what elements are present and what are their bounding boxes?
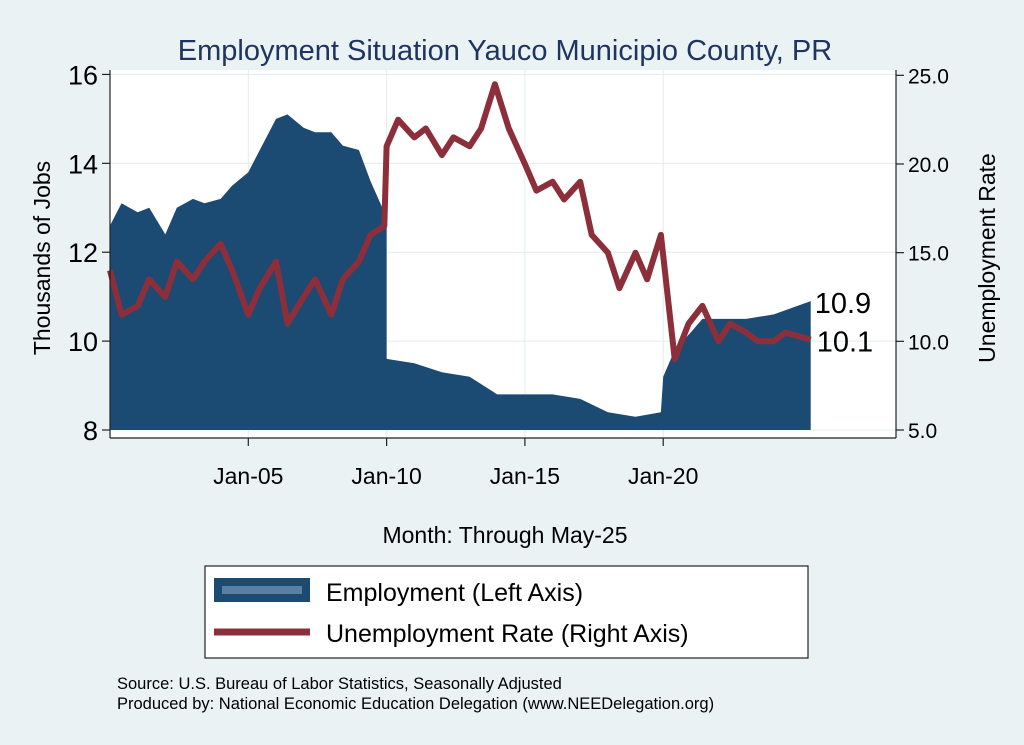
axes: 8 10 12 14 16 5.0 10.0 15.0 20.0 25.0 Jan-05 Jan-10… <box>68 60 949 489</box>
y-right-tick-label: 15.0 <box>908 243 949 266</box>
x-tick-label: Jan-15 <box>490 463 560 489</box>
y-right-label: Unemployment Rate <box>974 153 1000 363</box>
unemployment-line <box>107 81 812 363</box>
y-left-tick-label: 10 <box>68 327 98 357</box>
chart-title: Employment Situation Yauco Municipio Cou… <box>178 35 832 67</box>
unemployment-end-label: 10.1 <box>817 327 873 359</box>
legend-unemployment-label: Unemployment Rate (Right Axis) <box>326 620 689 648</box>
legend: Employment (Left Axis) Unemployment Rate… <box>204 565 809 659</box>
employment-end-label: 10.9 <box>815 288 871 320</box>
y-left-label: Thousands of Jobs <box>29 161 55 355</box>
y-left-tick-label: 14 <box>68 149 98 179</box>
x-tick-label: Jan-10 <box>351 463 421 489</box>
x-axis-label: Month: Through May-25 <box>382 522 627 548</box>
producer-line: Produced by: National Economic Education… <box>117 695 714 713</box>
y-right-tick-label: 20.0 <box>908 154 949 177</box>
y-left-tick-label: 8 <box>83 416 98 446</box>
y-right-tick-label: 25.0 <box>908 65 949 88</box>
x-tick-label: Jan-20 <box>628 463 698 489</box>
y-left-tick-label: 12 <box>68 238 98 268</box>
y-left-tick-label: 16 <box>68 60 98 90</box>
y-right-tick-label: 5.0 <box>908 420 937 443</box>
source-line: Source: U.S. Bureau of Labor Statistics,… <box>117 675 562 693</box>
legend-employment-swatch-inner <box>222 586 302 594</box>
employment-bars <box>110 114 811 431</box>
employment-bar-series <box>110 114 811 431</box>
y-right-tick-label: 10.0 <box>908 331 949 354</box>
x-tick-label: Jan-05 <box>213 463 283 489</box>
legend-employment-label: Employment (Left Axis) <box>326 579 583 607</box>
